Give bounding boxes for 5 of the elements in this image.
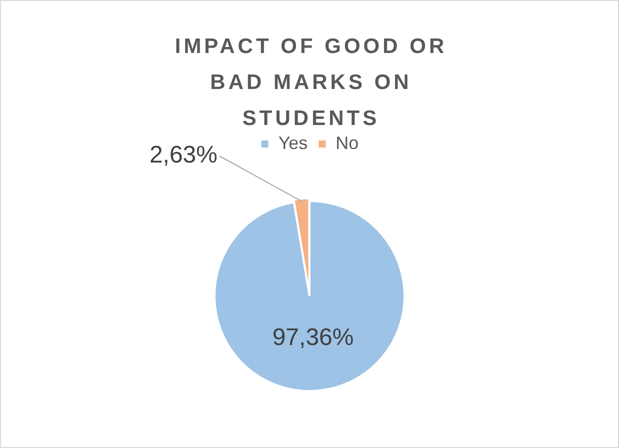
data-label: 97,36% [272, 324, 354, 352]
legend-label: Yes [278, 132, 308, 153]
legend-label: No [336, 132, 359, 153]
data-label: 2,63% [149, 142, 218, 169]
chart-title: IMPACT OF GOOD OR BAD MARKS ON STUDENTS [174, 35, 448, 130]
